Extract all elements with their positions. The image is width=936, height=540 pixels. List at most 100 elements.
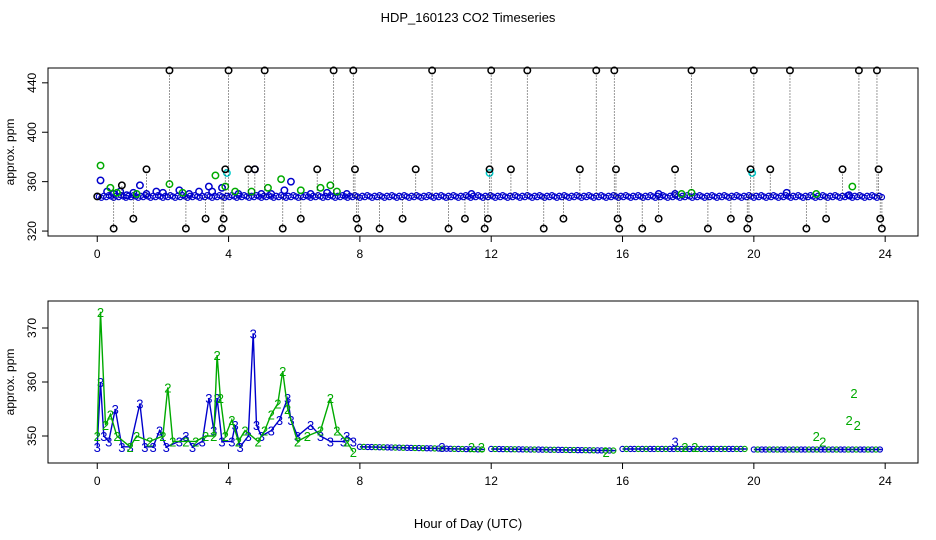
point-label: 3 [149, 440, 156, 455]
data-point [132, 190, 141, 198]
line-marker [610, 447, 617, 454]
point-label: 2 [192, 434, 199, 449]
line-marker [861, 446, 868, 453]
line-marker [590, 447, 597, 454]
point-label: 2 [602, 445, 609, 460]
data-point [260, 66, 269, 75]
data-point [96, 161, 105, 170]
data-point [874, 165, 883, 174]
line-marker [801, 446, 809, 453]
point-label: 2 [146, 434, 153, 449]
line-marker [782, 446, 789, 453]
line-marker [658, 445, 666, 453]
data-point [467, 190, 476, 198]
y-tick-label: 360 [25, 171, 39, 191]
data-point [677, 190, 686, 198]
line-marker [639, 445, 646, 453]
data-point [592, 66, 601, 75]
point-label: 3 [276, 413, 283, 428]
point-label: 3 [350, 434, 357, 449]
data-point [744, 214, 753, 223]
line-marker [606, 447, 613, 454]
line-marker [598, 447, 605, 454]
data-point [135, 181, 144, 190]
line-marker [662, 445, 670, 453]
point-label: 2 [169, 434, 176, 449]
point-label: 2 [478, 440, 485, 455]
line-marker [459, 445, 466, 453]
line-marker [380, 444, 387, 451]
series-line [96, 311, 354, 453]
point-label: 3 [317, 429, 324, 444]
line-marker [491, 445, 499, 453]
point-label: 3 [94, 440, 101, 455]
line-marker [586, 447, 593, 454]
line-marker [774, 446, 781, 453]
line-marker [809, 446, 817, 453]
data-point [96, 176, 105, 185]
x-tick-label: 12 [485, 474, 499, 488]
line-marker [706, 445, 713, 453]
x-tick-label: 0 [94, 474, 101, 488]
data-point [703, 224, 712, 233]
point-label: 3 [340, 434, 347, 449]
line-marker [643, 445, 650, 453]
line-marker [717, 445, 725, 453]
point-label: 2 [164, 380, 171, 395]
line-marker [729, 445, 736, 453]
line-marker [666, 445, 673, 453]
line-marker [364, 443, 371, 451]
data-point [349, 66, 358, 75]
x-tick-label: 16 [616, 247, 630, 261]
data-point [165, 66, 174, 75]
point-label: 2 [850, 386, 857, 401]
line-marker [515, 446, 522, 453]
data-point [277, 175, 286, 184]
data-point [112, 188, 121, 197]
point-label: 2 [317, 424, 324, 439]
line-marker [682, 445, 689, 453]
point-label: 2 [133, 429, 140, 444]
data-point [845, 191, 854, 200]
y-tick-label: 370 [25, 318, 39, 338]
line-marker [821, 446, 828, 453]
line-marker [825, 446, 832, 453]
line-marker [415, 444, 423, 452]
data-point [181, 224, 190, 233]
data-point [398, 214, 407, 223]
line-marker [627, 445, 634, 453]
point-label: 3 [671, 434, 678, 449]
line-marker [578, 446, 585, 454]
data-point [267, 190, 276, 198]
data-point [218, 224, 226, 233]
data-point [195, 187, 203, 196]
line-marker [455, 445, 462, 453]
line-marker [837, 446, 844, 453]
point-label: 2 [845, 413, 852, 428]
line-marker [495, 445, 503, 453]
data-point [342, 190, 351, 198]
point-label: 2 [681, 440, 688, 455]
point-label: 3 [118, 440, 125, 455]
data-point [201, 214, 210, 223]
point-label: 2 [274, 397, 281, 412]
y-tick-label: 350 [25, 426, 39, 446]
line-marker [451, 445, 458, 452]
point-label: 2 [304, 429, 311, 444]
data-point [106, 183, 115, 192]
data-point [219, 214, 228, 223]
point-label: 2 [261, 424, 268, 439]
line-marker [758, 446, 765, 453]
line-marker [543, 446, 550, 453]
line-marker [853, 446, 860, 453]
line-marker [674, 445, 681, 453]
data-point [351, 165, 359, 174]
point-label: 3 [105, 434, 112, 449]
data-point [306, 190, 315, 198]
line-marker [646, 445, 654, 453]
point-label: 3 [156, 424, 163, 439]
point-label: 2 [217, 391, 224, 406]
data-point [444, 224, 453, 233]
data-point [812, 190, 821, 198]
line-marker [582, 447, 589, 454]
